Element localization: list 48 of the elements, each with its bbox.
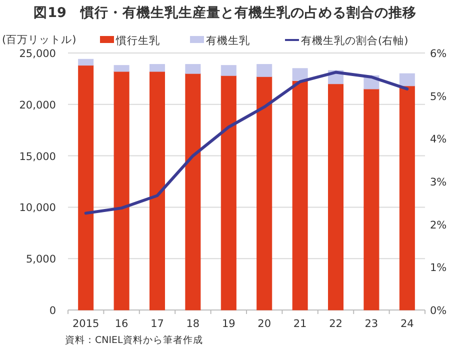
- bar: [399, 73, 415, 86]
- y-tick-label: 0: [49, 305, 56, 317]
- y2-tick-label: 4%: [430, 134, 447, 146]
- y-axis-title: (百万リットル): [2, 34, 76, 46]
- y-tick-label: 10,000: [19, 202, 56, 214]
- y2-tick-label: 2%: [430, 219, 447, 232]
- bar: [185, 73, 201, 310]
- bar: [399, 86, 415, 310]
- bar: [364, 88, 380, 310]
- bar: [78, 58, 94, 66]
- x-tick-label: 19: [222, 318, 236, 330]
- bar: [256, 76, 272, 310]
- line-series: [84, 70, 409, 215]
- bar: [292, 68, 308, 82]
- x-tick-label: 16: [114, 318, 129, 330]
- bar: [292, 80, 308, 310]
- bar: [150, 71, 165, 310]
- bar: [328, 84, 344, 310]
- y-tick-label: 5,000: [26, 254, 56, 266]
- chart-title: 図19 慣行・有機生乳生産量と有機生乳の占める割合の推移: [34, 4, 416, 21]
- y-tick-label: 15,000: [19, 150, 56, 163]
- legend-label: 有機生乳: [206, 34, 250, 47]
- x-tick-label: 18: [186, 318, 200, 330]
- bar: [185, 64, 201, 74]
- y2-tick-label: 0%: [430, 305, 447, 317]
- bar: [220, 65, 236, 76]
- x-tick-label: 22: [329, 318, 342, 330]
- x-tick-label: 23: [364, 318, 378, 330]
- y-tick-label: 20,000: [19, 99, 56, 112]
- y2-tick-label: 1%: [430, 262, 447, 274]
- x-tick-label: 2015: [72, 318, 100, 330]
- y2-tick-label: 5%: [430, 90, 447, 103]
- x-tick-label: 21: [293, 318, 307, 330]
- bar: [78, 65, 94, 310]
- y-tick-label: 25,000: [19, 48, 56, 60]
- legend-label: 有機生乳の割合(右軸): [301, 34, 408, 47]
- bar: [114, 65, 130, 72]
- x-tick-label: 17: [150, 318, 164, 330]
- x-tick-label: 20: [258, 318, 272, 330]
- bar: [256, 64, 272, 77]
- bar: [150, 64, 165, 72]
- text: 資料：CNIEL資料から筆者作成: [65, 334, 203, 346]
- legend-label: 慣行生乳: [115, 34, 160, 47]
- x-tick-label: 24: [400, 318, 414, 330]
- y2-tick-label: 3%: [430, 176, 447, 188]
- y2-tick-label: 6%: [430, 48, 447, 60]
- bar: [114, 71, 130, 310]
- bar: [220, 75, 236, 310]
